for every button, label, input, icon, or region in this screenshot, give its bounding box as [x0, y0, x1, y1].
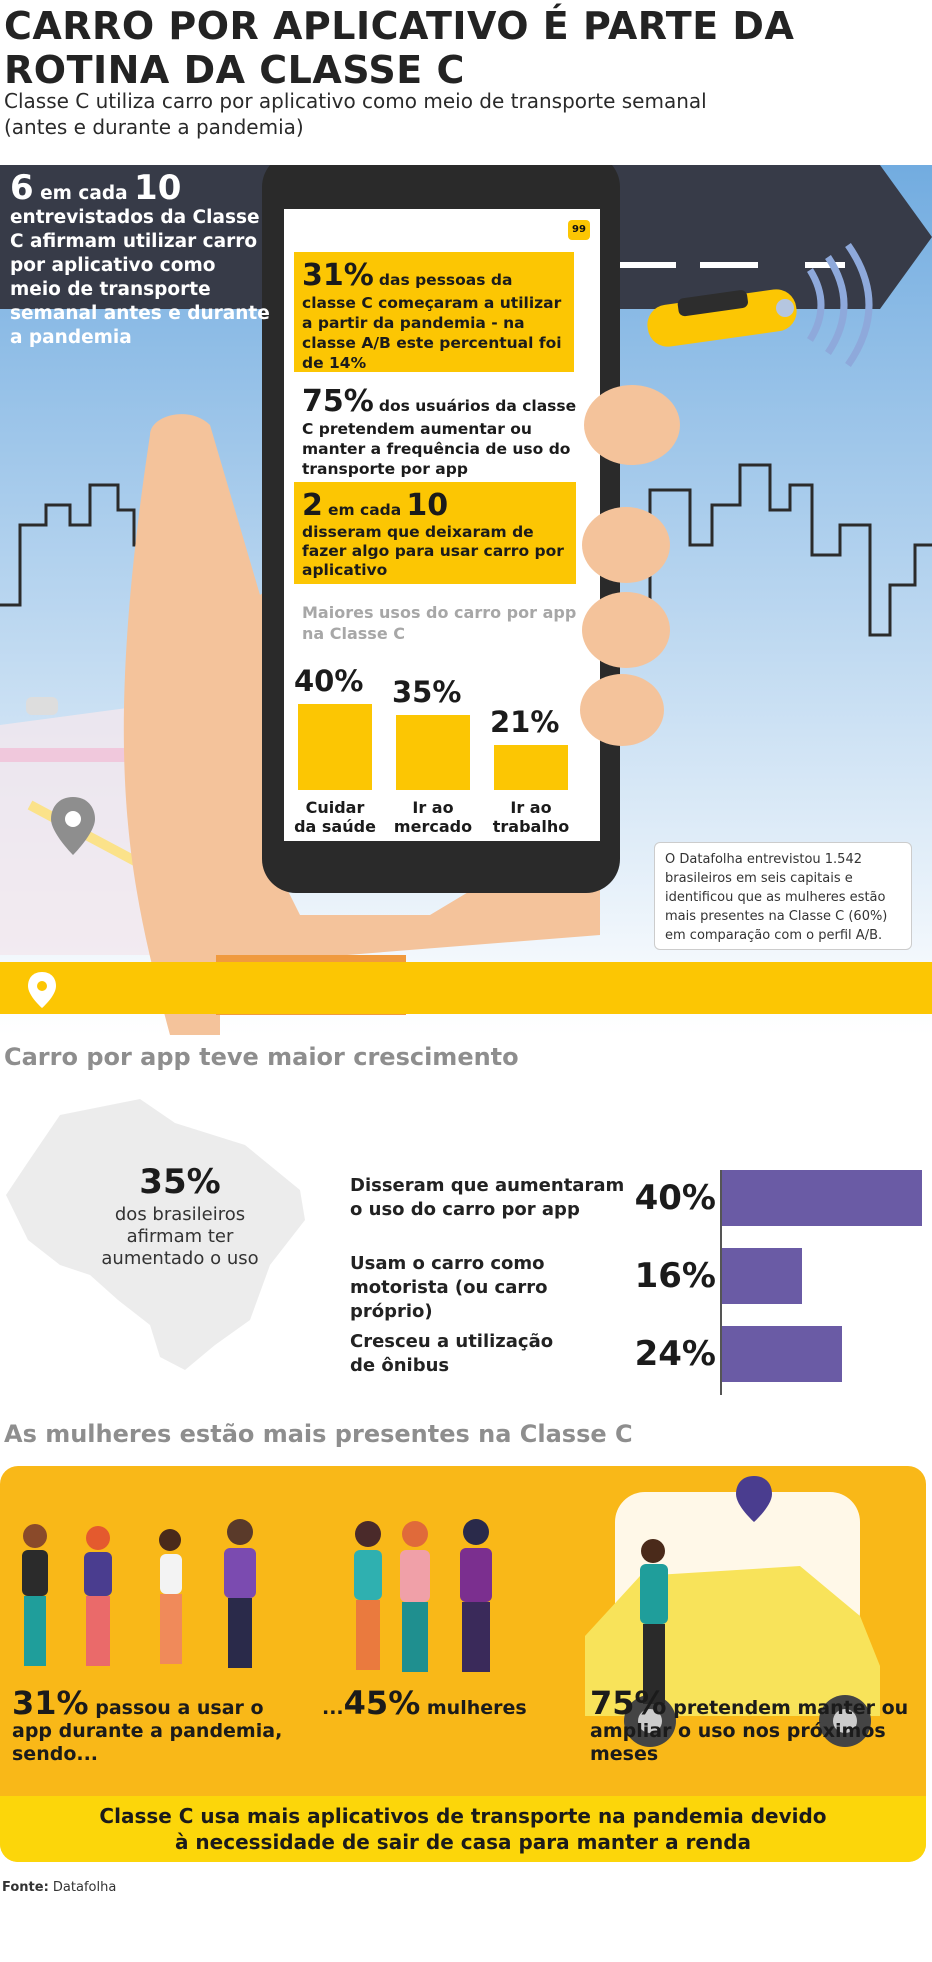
growth-axis: [720, 1170, 722, 1395]
six-mid: em cada: [40, 183, 128, 204]
stat1-text: das pessoas da classe C começaram a util…: [302, 271, 562, 372]
hand-illustration: [123, 414, 600, 1035]
source-label: Fonte:: [2, 1880, 49, 1895]
uses-bar-category-line: Ir ao: [510, 798, 552, 817]
growth-bar-category-label: Disseram que aumentaram o uso do carro po…: [350, 1174, 630, 1222]
stat3-box: 2 em cada 10 disseram que deixaram de fa…: [294, 482, 576, 584]
conclusion-line-2: à necessidade de sair de casa para mante…: [174, 1830, 752, 1854]
title-line-2: ROTINA DA CLASSE C: [4, 48, 465, 92]
app-logo-icon: 99: [568, 220, 590, 240]
uses-bar-category-line: da saúde: [294, 817, 376, 836]
six-num: 6: [10, 168, 34, 208]
women-section-title: As mulheres estão mais presentes na Clas…: [4, 1420, 633, 1448]
map-stat-text: dos brasileiros afirmam ter aumentado o …: [101, 1204, 259, 1269]
stat2-block: 75% dos usuários da classe C pretendem a…: [302, 384, 592, 479]
page-title: CARRO POR APLICATIVO É PARTE DA ROTINA D…: [4, 4, 794, 92]
growth-bar-value-label: 40%: [634, 1178, 716, 1218]
women-stat-2: ...45% mulheres: [322, 1687, 552, 1720]
growth-bar: [722, 1326, 842, 1382]
uses-bar-category-label: Ir ao mercado: [386, 798, 480, 836]
six-ten: 10: [134, 168, 182, 208]
growth-bar-category-line: de ônibus: [350, 1355, 450, 1376]
uses-bar-category-line: mercado: [393, 817, 473, 836]
uses-bar-value-label: 21%: [490, 704, 560, 739]
stat2-big: 75%: [302, 384, 374, 419]
source-name: Datafolha: [52, 1880, 117, 1895]
page-subtitle: Classe C utiliza carro por aplicativo co…: [4, 88, 707, 140]
stat1-big: 31%: [302, 258, 374, 293]
growth-bar-category-line: o uso do carro por app: [350, 1199, 580, 1220]
women-stat-2-big: 45%: [343, 1684, 421, 1722]
women-stat-1: 31% passou a usar o app durante a pandem…: [12, 1687, 292, 1766]
women-stat-3-text: pretendem manter ou ampliar o uso nos pr…: [590, 1697, 909, 1765]
stat3-ten: 10: [406, 488, 449, 523]
uses-bar-category-label: Ir ao trabalho: [484, 798, 578, 836]
yellow-strip: [0, 962, 932, 1014]
uses-bar-category-label: Cuidar da saúde: [288, 798, 382, 836]
car-map-icon: [585, 1476, 880, 1747]
taxi-car-icon: [647, 289, 797, 347]
growth-bar-category-line: Usam o carro como: [350, 1253, 545, 1274]
people-group-1-icon: [22, 1519, 256, 1668]
six-in-ten-stat: 6 em cada 10 entrevistados da Classe C a…: [10, 171, 270, 350]
stat3-text: disseram que deixaram de fazer algo para…: [302, 523, 564, 579]
subtitle-line-1: Classe C utiliza carro por aplicativo co…: [4, 89, 707, 113]
growth-bar: [722, 1170, 922, 1226]
women-panel: 31% passou a usar o app durante a pandem…: [0, 1466, 926, 1862]
stat2-text: dos usuários da classe C pretendem aumen…: [302, 397, 577, 478]
growth-bar: [722, 1248, 802, 1304]
map-stat-pct: 35%: [139, 1162, 221, 1202]
six-text: entrevistados da Classe C afirmam utiliz…: [10, 207, 270, 348]
uses-bar-value-label: 40%: [294, 664, 364, 698]
uses-bar-category-line: trabalho: [492, 817, 570, 836]
uses-chart-title: Maiores usos do carro por app na Classe …: [302, 603, 577, 643]
datafolha-note: O Datafolha entrevistou 1.542 brasileiro…: [654, 842, 912, 950]
women-stat-2-text: mulheres: [426, 1697, 527, 1719]
uses-bar: [298, 704, 372, 790]
women-group-icon: [354, 1519, 492, 1672]
stat3-mid: em cada: [327, 501, 402, 519]
women-stat-2-pre: ...: [322, 1697, 344, 1719]
phone-content: 99 31% das pessoas da classe C começaram…: [284, 212, 600, 844]
women-stat-3-big: 75%: [590, 1684, 667, 1722]
people-illustration: [22, 1476, 880, 1747]
uses-bar: [494, 744, 568, 790]
subtitle-line-2: (antes e durante a pandemia): [4, 115, 304, 139]
women-stat-1-big: 31%: [12, 1684, 89, 1722]
stat3-num: 2: [302, 488, 323, 523]
stat1-box: 31% das pessoas da classe C começaram a …: [294, 252, 574, 372]
uses-bar: [396, 714, 470, 790]
growth-section-title: Carro por app teve maior crescimento: [4, 1043, 519, 1071]
women-stat-3: 75% pretendem manter ou ampliar o uso no…: [590, 1687, 910, 1766]
growth-bar-category-label: Cresceu a utilização de ônibus: [350, 1330, 630, 1378]
growth-bar-category-line: Cresceu a utilização: [350, 1331, 554, 1352]
growth-bar-category-label: Usam o carro como motorista (ou carro pró…: [350, 1252, 630, 1324]
conclusion-band: Classe C usa mais aplicativos de transpo…: [0, 1796, 926, 1862]
conclusion-line-1: Classe C usa mais aplicativos de transpo…: [99, 1804, 827, 1828]
uses-bar-category-line: Ir ao: [412, 798, 454, 817]
brazil-map-icon: [6, 1099, 305, 1370]
title-line-1: CARRO POR APLICATIVO É PARTE DA: [4, 4, 795, 48]
growth-bar-value-label: 24%: [634, 1334, 716, 1374]
source-footer: Fonte: Datafolha: [2, 1880, 116, 1895]
location-pin-icon: [28, 972, 56, 1008]
growth-bar-category-line: Disseram que aumentaram: [350, 1175, 625, 1196]
growth-bar-value-label: 16%: [634, 1256, 716, 1296]
uses-bar-value-label: 35%: [392, 674, 462, 709]
growth-bar-category-line: motorista (ou carro próprio): [350, 1277, 548, 1322]
women-stat-1-text: passou a usar o app durante a pandemia, …: [12, 1697, 283, 1765]
uses-bar-category-line: Cuidar: [305, 798, 365, 817]
